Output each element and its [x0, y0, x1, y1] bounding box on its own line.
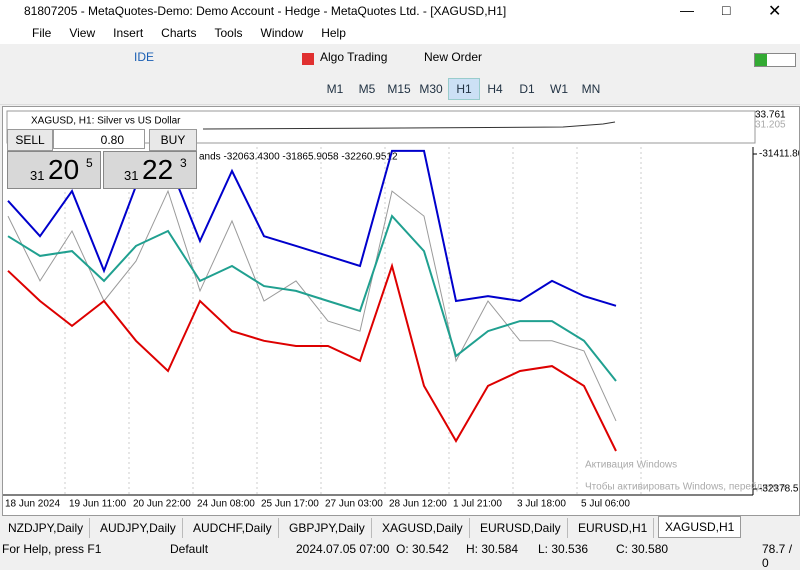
x-tick-label: 5 Jul 06:00	[581, 499, 630, 510]
timeframe-button[interactable]: M15	[387, 82, 411, 96]
series-line	[7, 262, 617, 452]
mini-bottom-label: 31.205	[755, 120, 786, 131]
series-line	[7, 214, 617, 382]
menu-item[interactable]: Window	[260, 26, 304, 40]
chart-tab[interactable]: AUDCHF,Daily	[187, 518, 279, 538]
chart-tab[interactable]: EURUSD,H1	[572, 518, 655, 538]
series-line	[7, 189, 617, 422]
x-tick-label: 19 Jun 11:00	[69, 499, 127, 510]
status-field: 78.7 / 0	[762, 542, 793, 570]
status-field: C: 30.580	[616, 542, 669, 556]
status-field: L: 30.536	[538, 542, 589, 556]
minimize[interactable]: —	[680, 2, 694, 18]
x-tick-label: 3 Jul 18:00	[517, 499, 566, 510]
mini-top-label: 33.761	[755, 110, 786, 121]
chart-tab[interactable]: XAGUSD,H1	[658, 516, 742, 538]
x-tick-label: 18 Jun 2024	[5, 499, 60, 510]
new-order-button[interactable]: New Order	[424, 50, 483, 64]
menu-item[interactable]: Help	[321, 26, 346, 40]
menu-item[interactable]: View	[69, 26, 96, 40]
y-tick-label: -32378.595	[759, 484, 799, 495]
status-field: For Help, press F1	[2, 542, 102, 556]
timeframe-button[interactable]: M30	[419, 82, 443, 96]
chart-tab[interactable]: EURUSD,Daily	[474, 518, 568, 538]
ide-button[interactable]: IDE	[134, 50, 155, 64]
menu-item[interactable]: Charts	[161, 26, 197, 40]
timeframe-toolbar: M1 M5 M15 M30 H1 H4 D1 W1 MN	[0, 74, 800, 105]
mini-pane	[6, 110, 756, 144]
sell-sup: 5	[86, 156, 93, 170]
algo-trading-button[interactable]: Algo Trading	[320, 50, 388, 64]
toolbar: IDE Algo Trading New Order	[0, 44, 800, 75]
window-title: 81807205 - MetaQuotes-Demo: Demo Account…	[24, 4, 507, 18]
timeframe-button[interactable]: M5	[358, 82, 376, 96]
x-tick-label: 27 Jun 03:00	[325, 499, 383, 510]
watermark-sub: Чтобы активировать Windows, перейдите в	[585, 481, 786, 493]
x-tick-label: 24 Jun 08:00	[197, 499, 255, 510]
status-field: O: 30.542	[396, 542, 449, 556]
timeframe-button[interactable]: W1	[550, 82, 568, 96]
chart: 33.761 31.205 XAGUSD, H1: Silver vs US D…	[3, 110, 800, 510]
close[interactable]: ✕	[768, 3, 782, 20]
mini-line	[202, 121, 616, 130]
maximize[interactable]: □	[722, 2, 731, 18]
timeframe-button[interactable]: MN	[581, 82, 601, 96]
timeframe-button[interactable]: H1	[448, 78, 480, 100]
menu-item[interactable]: Tools	[214, 26, 243, 40]
chart-tab[interactable]: AUDJPY,Daily	[94, 518, 183, 538]
timeframe-button[interactable]: H4	[487, 82, 503, 96]
lot-input[interactable]: 0.80	[53, 129, 145, 149]
menu-item[interactable]: Insert	[113, 26, 144, 40]
sell-mid: 20	[48, 154, 80, 185]
sell-price[interactable]: 31 20 5	[7, 151, 101, 189]
chart-tab[interactable]: GBPJPY,Daily	[283, 518, 372, 538]
x-tick-label: 25 Jun 17:00	[261, 499, 319, 510]
sell-button[interactable]: SELL	[7, 129, 53, 151]
sell-big: 31	[30, 168, 45, 183]
buy-mid: 22	[142, 154, 174, 185]
chart-tab[interactable]: XAGUSD,Daily	[376, 518, 470, 538]
x-tick-label: 1 Jul 21:00	[453, 499, 502, 510]
buy-sup: 3	[180, 156, 187, 170]
y-tick-label: -31411.805	[759, 149, 799, 160]
x-tick-label: 20 Jun 22:00	[133, 499, 191, 510]
buy-button[interactable]: BUY	[149, 129, 197, 151]
indicator-label: ands -32063.4300 -31865.9058 -32260.9512	[199, 152, 398, 163]
timeframe-button[interactable]: M1	[326, 82, 344, 96]
menu-bar: File View Insert Charts Tools Window Help	[0, 22, 800, 44]
buy-price[interactable]: 31 22 3	[103, 151, 197, 189]
menu-item[interactable]: File	[32, 26, 52, 40]
title-bar: 81807205 - MetaQuotes-Demo: Demo Account…	[0, 0, 800, 22]
status-field: 2024.07.05 07:00	[296, 542, 390, 556]
chart-title: XAGUSD, H1: Silver vs US Dollar	[31, 116, 181, 127]
series-line	[7, 149, 617, 307]
timeframe-button[interactable]: D1	[519, 82, 535, 96]
one-click-panel: SELL 0.80 BUY 31 20 5 31 22 3	[7, 129, 197, 189]
chart-tab[interactable]: NZDJPY,Daily	[2, 518, 91, 538]
watermark: Активация Windows	[585, 460, 677, 471]
buy-big: 31	[124, 168, 139, 183]
status-field: H: 30.584	[466, 542, 519, 556]
x-tick-label: 28 Jun 12:00	[389, 499, 447, 510]
status-field: Default	[170, 542, 209, 556]
